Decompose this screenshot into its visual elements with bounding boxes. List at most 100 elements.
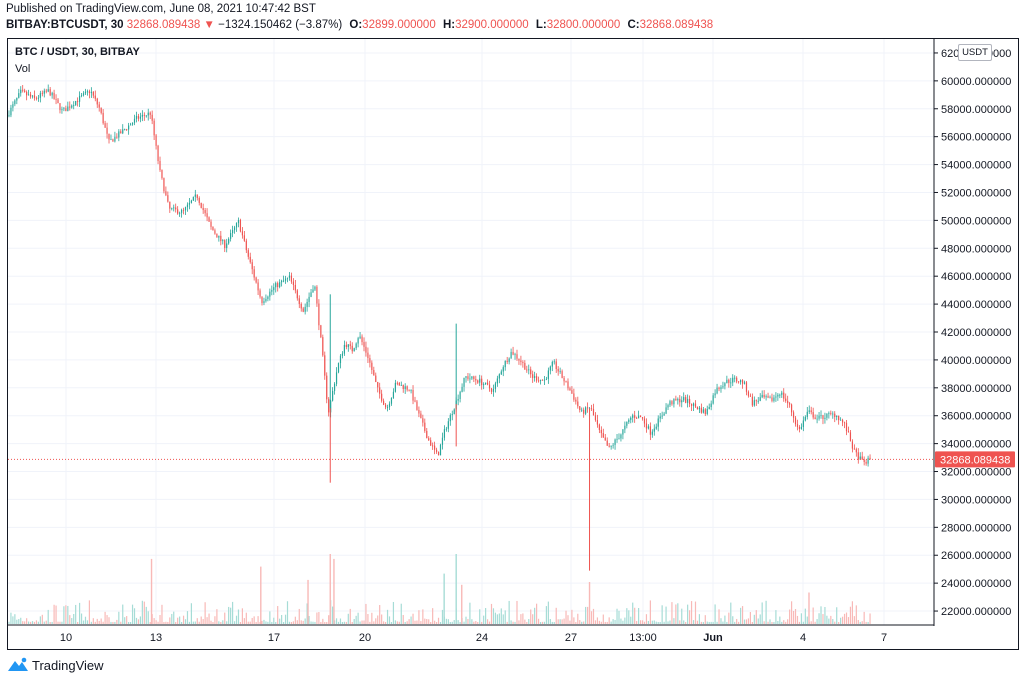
volume-bar [690, 601, 693, 624]
volume-bar [27, 621, 30, 624]
volume-bar [335, 618, 338, 624]
candle-body [98, 104, 100, 108]
candle-body [18, 93, 20, 98]
volume-bar [638, 607, 640, 624]
candle-body [796, 424, 799, 427]
volume-bar [565, 610, 567, 624]
volume-bar [61, 621, 63, 624]
candle-body [632, 415, 634, 418]
volume-legend[interactable]: Vol [15, 63, 31, 75]
volume-bar [500, 608, 502, 624]
volume-bar [104, 611, 106, 624]
candle-body [736, 377, 738, 382]
volume-bar [716, 621, 718, 624]
candle-body [141, 114, 143, 117]
candle-body [49, 89, 51, 96]
candle-body [473, 376, 475, 379]
candle-body [110, 139, 112, 141]
volume-bar [622, 620, 624, 624]
candle-body [685, 397, 687, 403]
candle-body [228, 238, 230, 244]
volume-bar [351, 622, 353, 624]
candle-body [128, 125, 130, 130]
candle-body [679, 398, 681, 403]
candle-body [838, 415, 840, 421]
volume-bar [828, 618, 830, 624]
candle-body [394, 382, 396, 392]
volume-bar [29, 621, 32, 624]
candle-body [773, 397, 775, 401]
candle-body [108, 133, 110, 140]
candle-body [328, 399, 330, 413]
candle-body [490, 388, 493, 392]
candle-body [500, 371, 502, 375]
candle-body [10, 107, 12, 116]
volume-bar [137, 619, 140, 624]
candle-body [722, 386, 724, 388]
candle-body [153, 120, 155, 136]
volume-bar [359, 621, 361, 624]
volume-bar [612, 619, 614, 624]
candle-body [263, 301, 265, 303]
candle-body [673, 398, 675, 405]
y-tick-label: 22000.000000 [941, 606, 1011, 618]
candle-body [179, 212, 181, 214]
candle-body [824, 417, 826, 419]
tradingview-brand[interactable]: TradingView [7, 657, 104, 673]
volume-bar [402, 614, 404, 624]
candle-body [37, 97, 40, 99]
candle-body [567, 381, 569, 389]
volume-bar [173, 611, 175, 624]
volume-bar [228, 606, 230, 624]
candle-body [718, 387, 720, 390]
candle-body [337, 363, 340, 373]
candle-body [390, 397, 393, 404]
candle-body [286, 277, 289, 279]
candle-body [351, 345, 353, 352]
candle-body [639, 415, 642, 418]
candle-body [790, 404, 793, 413]
candle-body [841, 419, 844, 423]
volume-spike-bar [260, 566, 262, 624]
currency-unit-button[interactable]: USDT [958, 44, 992, 61]
volume-bar [481, 621, 483, 624]
volume-bar [296, 620, 298, 624]
candle-body [406, 386, 408, 390]
volume-bar [838, 622, 840, 624]
candle-body [302, 308, 304, 312]
candle-body [592, 408, 595, 416]
x-tick-label: 24 [476, 632, 488, 644]
volume-bar [430, 621, 432, 624]
volume-bar [806, 616, 808, 624]
volume-spike-bar [588, 582, 591, 624]
candle-body [167, 195, 169, 202]
candle-body [267, 296, 269, 299]
candle-body [235, 223, 238, 228]
candle-body [853, 448, 855, 450]
candle-body [867, 457, 869, 464]
candle-body [67, 106, 69, 112]
candle-body [857, 452, 859, 460]
volume-bar [418, 610, 420, 624]
volume-bar [712, 621, 714, 624]
candle-body [61, 109, 63, 111]
candle-body [116, 136, 118, 138]
candle-body [545, 378, 548, 380]
candle-body [65, 108, 67, 112]
volume-bar [447, 619, 449, 624]
candle-body [483, 384, 485, 386]
volume-bar [435, 621, 438, 624]
candle-body [767, 396, 769, 398]
volume-bar [179, 616, 181, 624]
candle-body [630, 417, 632, 420]
volume-bar [781, 621, 783, 624]
candle-body [753, 400, 755, 406]
candle-body [94, 95, 96, 99]
volume-bar [475, 621, 477, 624]
volume-bar [718, 609, 720, 624]
volume-bar [859, 621, 861, 624]
candle-body [412, 390, 414, 401]
volume-bar [171, 613, 173, 624]
chart-legend-title[interactable]: BTC / USDT, 30, BITBAY [15, 46, 140, 58]
